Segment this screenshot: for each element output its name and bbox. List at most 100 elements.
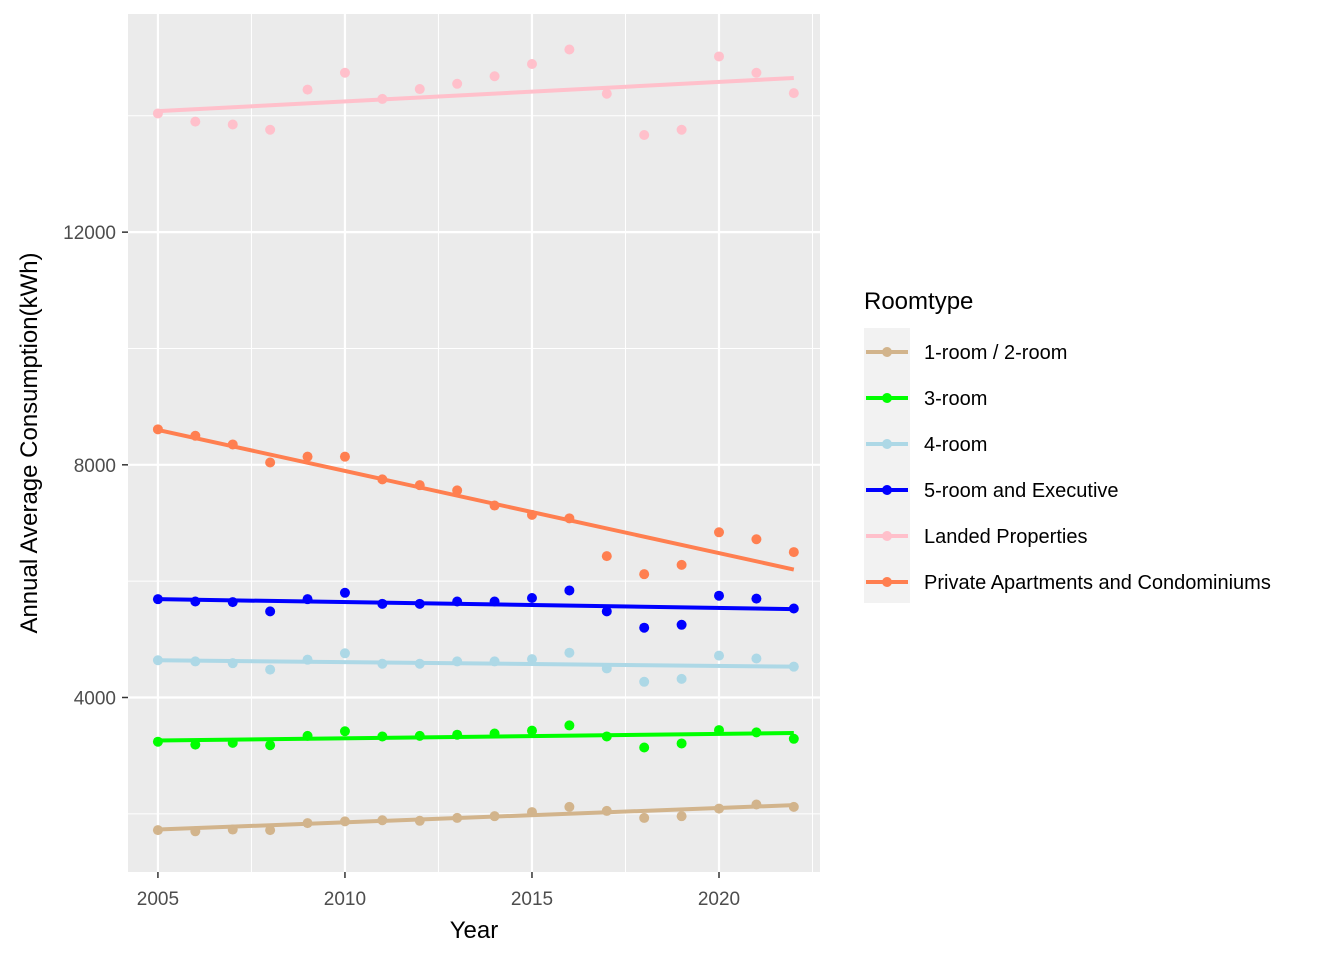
data-point: [452, 812, 463, 823]
data-point: [751, 799, 762, 810]
legend-item: 4-room: [866, 434, 987, 456]
legend-key-point: [882, 577, 892, 587]
data-point: [227, 737, 238, 748]
data-point: [526, 654, 537, 665]
data-point: [339, 648, 350, 659]
data-point: [152, 736, 163, 747]
data-point: [564, 585, 575, 596]
data-point: [639, 676, 650, 687]
data-point: [489, 656, 500, 667]
data-point: [564, 647, 575, 658]
data-point: [265, 740, 276, 751]
fit-line-0: [157, 803, 794, 832]
legend-label: 1-room / 2-room: [924, 342, 1067, 364]
legend-key-point: [882, 393, 892, 403]
data-point: [601, 551, 612, 562]
x-axis-title: Year: [450, 917, 499, 944]
legend-label: 5-room and Executive: [924, 480, 1119, 502]
x-tick-label: 2010: [324, 889, 366, 910]
data-point: [377, 93, 388, 104]
data-point: [564, 513, 575, 524]
data-point: [377, 474, 388, 485]
data-point: [227, 824, 238, 835]
data-point: [152, 655, 163, 666]
data-point: [526, 807, 537, 818]
fit-line-2: [157, 658, 794, 669]
data-point: [190, 739, 201, 750]
data-point: [452, 729, 463, 740]
data-point: [265, 825, 276, 836]
fit-line-3: [157, 597, 794, 612]
data-point: [751, 67, 762, 78]
legend: Roomtype 1-room / 2-room 3-room 4-room 5-ro…: [864, 288, 1271, 603]
legend-item: 3-room: [866, 388, 987, 410]
data-point: [714, 590, 725, 601]
legend-key-point: [882, 439, 892, 449]
data-point: [751, 534, 762, 545]
x-tick-label: 2005: [137, 889, 179, 910]
data-point: [414, 480, 425, 491]
data-point: [639, 622, 650, 633]
data-point: [526, 509, 537, 520]
legend-label: Landed Properties: [924, 526, 1087, 548]
legend-label: 4-room: [924, 434, 987, 456]
data-point: [788, 733, 799, 744]
data-point: [788, 547, 799, 558]
data-point: [302, 84, 313, 95]
legend-key-background: [864, 328, 910, 603]
y-tick-label: 12000: [63, 223, 116, 244]
legend-items: 1-room / 2-room 3-room 4-room 5-room and Ex…: [866, 342, 1271, 594]
data-point: [152, 594, 163, 605]
data-point: [788, 661, 799, 672]
data-point: [227, 597, 238, 608]
data-point: [601, 663, 612, 674]
data-point: [302, 654, 313, 665]
x-tick-label: 2015: [511, 889, 553, 910]
data-point: [452, 596, 463, 607]
data-point: [190, 656, 201, 667]
data-point: [414, 730, 425, 741]
fit-line-1: [157, 730, 794, 743]
data-point: [227, 119, 238, 130]
data-point: [714, 725, 725, 736]
data-point: [564, 801, 575, 812]
data-point: [302, 730, 313, 741]
data-point: [489, 728, 500, 739]
data-point: [489, 811, 500, 822]
legend-label: 3-room: [924, 388, 987, 410]
data-point: [788, 603, 799, 614]
data-point: [676, 619, 687, 630]
x-tick-label: 2020: [698, 889, 740, 910]
data-point: [190, 826, 201, 837]
legend-title: Roomtype: [864, 288, 973, 315]
data-point: [265, 124, 276, 135]
data-point: [377, 731, 388, 742]
x-axis: 2005 2010 2015 2020: [137, 872, 740, 910]
data-point: [302, 594, 313, 605]
data-point: [676, 673, 687, 684]
data-point: [676, 811, 687, 822]
data-point: [489, 71, 500, 82]
data-point: [751, 653, 762, 664]
data-point: [564, 44, 575, 55]
grid-minor: [128, 14, 820, 872]
data-point: [676, 738, 687, 749]
data-point: [152, 108, 163, 119]
legend-item: Private Apartments and Condominiums: [866, 572, 1271, 594]
legend-item: Landed Properties: [866, 526, 1087, 548]
data-point: [751, 593, 762, 604]
data-point: [526, 593, 537, 604]
plot-panel: [128, 14, 820, 872]
data-point: [339, 587, 350, 598]
data-point: [601, 731, 612, 742]
data-point: [414, 658, 425, 669]
y-axis: 4000 8000 12000: [63, 223, 128, 709]
data-point: [639, 129, 650, 140]
data-point: [227, 658, 238, 669]
data-point: [452, 656, 463, 667]
data-point: [639, 812, 650, 823]
points: [152, 44, 799, 837]
data-point: [377, 815, 388, 826]
data-point: [639, 742, 650, 753]
